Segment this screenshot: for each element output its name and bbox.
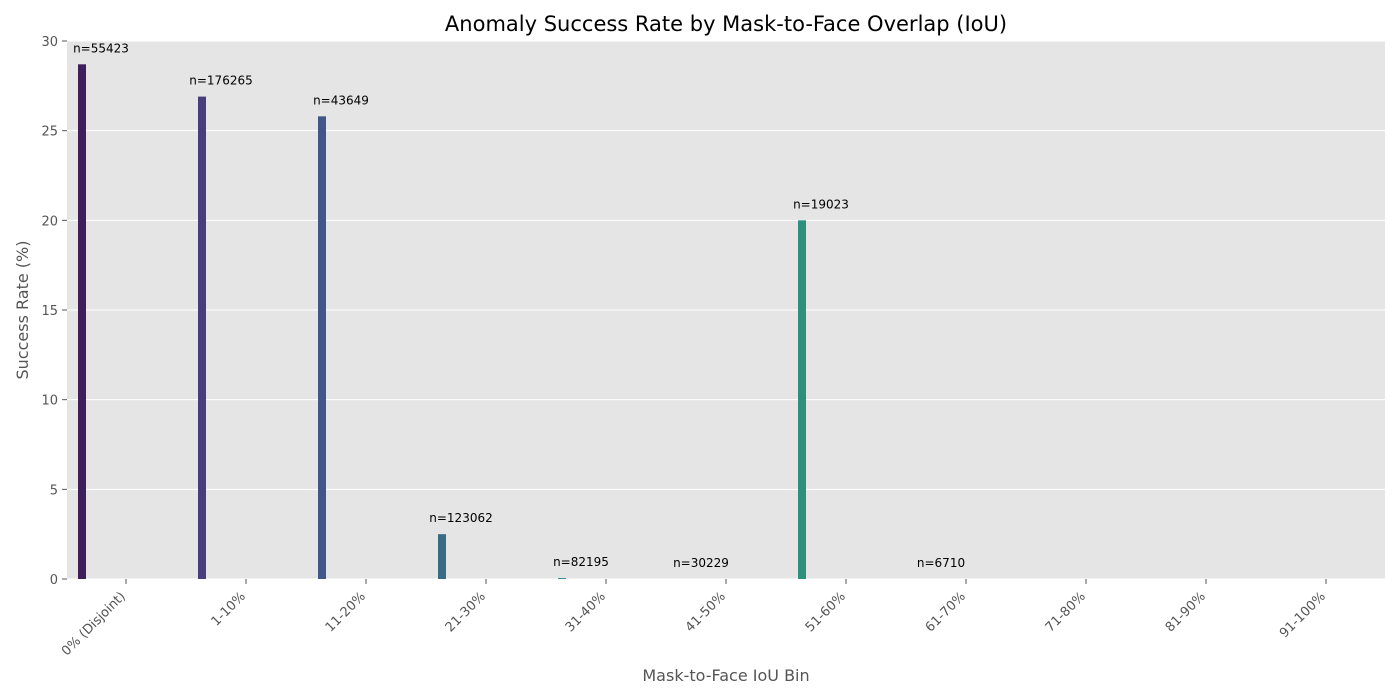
bar-count-label: n=176265	[189, 74, 252, 88]
y-axis-label: Success Rate (%)	[13, 241, 32, 380]
bar-count-label: n=43649	[313, 93, 369, 107]
x-tick-label: 61-70%	[923, 589, 969, 635]
bar	[78, 64, 86, 579]
y-tick-label: 20	[41, 214, 58, 229]
bar-labels-group: n=55423 n=176265 n=43649 n=123062 n=82195 n=3…	[73, 41, 965, 570]
y-tick-label: 5	[50, 483, 58, 498]
x-tick-label: 21-30%	[443, 589, 489, 635]
bar-count-label: n=123062	[429, 511, 492, 525]
x-tick-label: 41-50%	[683, 589, 729, 635]
y-tick-label: 25	[41, 125, 58, 140]
x-tick-label: 81-90%	[1163, 589, 1209, 635]
y-tick-label: 30	[41, 35, 58, 50]
x-tick-label: 31-40%	[563, 589, 609, 635]
bar-count-label: n=6710	[917, 556, 965, 570]
grid-lines	[67, 40, 1385, 580]
x-tick-label: 51-60%	[803, 589, 849, 635]
x-tick-label: 0% (Disjoint)	[59, 589, 129, 659]
x-tick-label: 1-10%	[209, 589, 249, 629]
x-tick-label: 71-80%	[1043, 589, 1089, 635]
x-axis-ticks: 0% (Disjoint) 1-10% 11-20% 21-30% 31-40% 41-5…	[59, 579, 1329, 659]
bar	[198, 96, 206, 580]
bar-count-label: n=55423	[73, 41, 129, 55]
chart-title: Anomaly Success Rate by Mask-to-Face Ove…	[445, 12, 1007, 36]
x-axis-label: Mask-to-Face IoU Bin	[642, 666, 809, 685]
bar	[318, 116, 326, 579]
y-tick-label: 15	[41, 304, 58, 319]
bar-count-label: n=82195	[553, 555, 609, 569]
bar-count-label: n=19023	[793, 197, 849, 211]
x-tick-label: 11-20%	[323, 589, 369, 635]
bar-count-label: n=30229	[673, 556, 729, 570]
bar	[798, 220, 806, 580]
y-axis-ticks: 0 5 10 15 20 25 30	[41, 35, 67, 588]
y-tick-label: 0	[50, 573, 58, 588]
bar	[438, 534, 446, 579]
bar	[558, 578, 566, 579]
y-tick-label: 10	[41, 394, 58, 409]
bars-group	[78, 64, 806, 580]
x-tick-label: 91-100%	[1277, 589, 1329, 641]
